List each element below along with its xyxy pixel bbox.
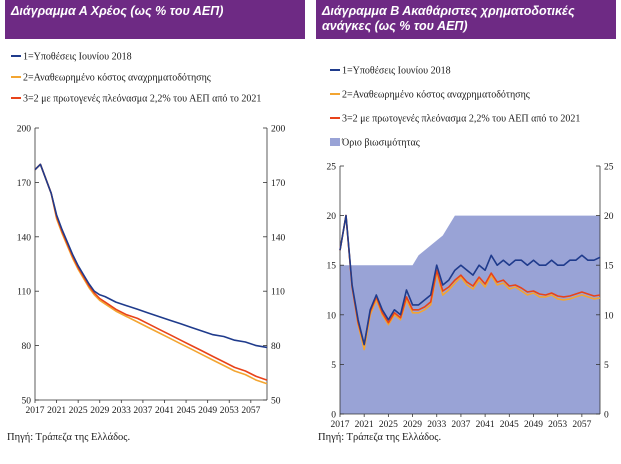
legend-label-2: 2=Αναθεωρημένο κόστος αναχρηματοδότησης	[342, 90, 530, 101]
chart-a-source: Πηγή: Τράπεζα της Ελλάδος.	[7, 432, 131, 443]
x-tick-label: 2021	[47, 406, 66, 416]
y-tick-label-left: 110	[17, 288, 31, 298]
x-tick-label: 2053	[548, 420, 567, 430]
chart-panel-b: Διάγραμμα Β Ακαθάριστες χρηματοδοτικές α…	[316, 0, 616, 464]
y-tick-label-right: 170	[271, 179, 286, 189]
x-tick-label: 2033	[112, 406, 131, 416]
series-line-3	[34, 163, 268, 381]
x-tick-label: 2025	[379, 420, 398, 430]
x-tick-label: 2049	[524, 420, 543, 430]
y-tick-label-right: 20	[604, 212, 614, 222]
y-tick-label-right: 25	[604, 163, 614, 173]
x-tick-label: 2045	[177, 406, 196, 416]
y-tick-label-left: 80	[22, 342, 32, 352]
y-tick-label-right: 10	[604, 311, 614, 321]
chart-b-svg: 1=Υποθέσεις Ιουνίου 2018 2=Αναθεωρημένο κ…	[327, 66, 614, 431]
chart-a-svg: 1=Υποθέσεις Ιουνίου 2018 2=Αναθεωρημένο κ…	[11, 52, 286, 416]
chart-a-title: Διάγραμμα Α Χρέος (ως % του ΑΕΠ)	[5, 0, 305, 39]
legend-label-band: Όριο βιωσιμότητας	[341, 138, 420, 149]
legend-label-2: 2=Αναθεωρημένο κόστος αναχρηματοδότησης	[23, 73, 211, 84]
y-tick-label-right: 80	[271, 342, 281, 352]
legend-label-3: 3=2 με πρωτογενές πλεόνασμα 2,2% του ΑΕΠ…	[342, 114, 580, 125]
legend-label-1: 1=Υποθέσεις Ιουνίου 2018	[342, 66, 451, 77]
y-tick-label-right: 15	[604, 262, 614, 272]
legend-label-3: 3=2 με πρωτογενές πλεόνασμα 2,2% του ΑΕΠ…	[23, 94, 261, 105]
x-tick-label: 2045	[500, 420, 519, 430]
y-tick-label-right: 140	[271, 233, 286, 243]
y-tick-label-right: 110	[271, 288, 285, 298]
y-tick-label-left: 5	[331, 361, 336, 371]
y-tick-label-left: 200	[17, 125, 32, 135]
x-tick-label: 2025	[69, 406, 88, 416]
x-tick-label: 2017	[331, 420, 350, 430]
series-line-1	[339, 214, 601, 346]
y-tick-label-left: 170	[17, 179, 32, 189]
sustainability-band-area	[340, 215, 600, 414]
y-tick-label-left: 15	[327, 262, 337, 272]
x-tick-label: 2017	[26, 406, 45, 416]
chart-b-title: Διάγραμμα Β Ακαθάριστες χρηματοδοτικές α…	[316, 0, 616, 39]
x-tick-label: 2029	[90, 406, 109, 416]
y-tick-label-left: 50	[22, 397, 32, 407]
x-tick-label: 2033	[427, 420, 446, 430]
x-tick-label: 2021	[355, 420, 374, 430]
x-tick-label: 2041	[476, 420, 495, 430]
chart-panel-a: Διάγραμμα Α Χρέος (ως % του ΑΕΠ) 1=Υποθέ…	[5, 0, 305, 464]
chart-b-source: Πηγή: Τράπεζα της Ελλάδος.	[318, 432, 442, 443]
x-tick-label: 2041	[155, 406, 174, 416]
y-tick-label-left: 140	[17, 233, 32, 243]
series-line-3	[339, 214, 601, 346]
series-line-1	[34, 163, 268, 349]
x-tick-label: 2049	[198, 406, 217, 416]
y-tick-label-right: 200	[271, 125, 286, 135]
y-tick-label-left: 25	[327, 163, 337, 173]
x-tick-label: 2037	[133, 406, 152, 416]
x-tick-label: 2029	[403, 420, 422, 430]
y-tick-label-left: 10	[327, 311, 337, 321]
series-line-2	[34, 163, 268, 385]
y-tick-label-right: 0	[604, 411, 609, 421]
x-tick-label: 2057	[241, 406, 260, 416]
legend-label-1: 1=Υποθέσεις Ιουνίου 2018	[23, 52, 132, 63]
y-tick-label-left: 20	[327, 212, 337, 222]
x-tick-label: 2057	[572, 420, 591, 430]
x-tick-label: 2037	[451, 420, 470, 430]
x-tick-label: 2053	[220, 406, 239, 416]
y-tick-label-right: 50	[271, 397, 281, 407]
y-tick-label-left: 0	[331, 411, 336, 421]
series-line-2	[339, 214, 601, 351]
y-tick-label-right: 5	[604, 361, 609, 371]
legend-swatch-band	[330, 138, 340, 146]
